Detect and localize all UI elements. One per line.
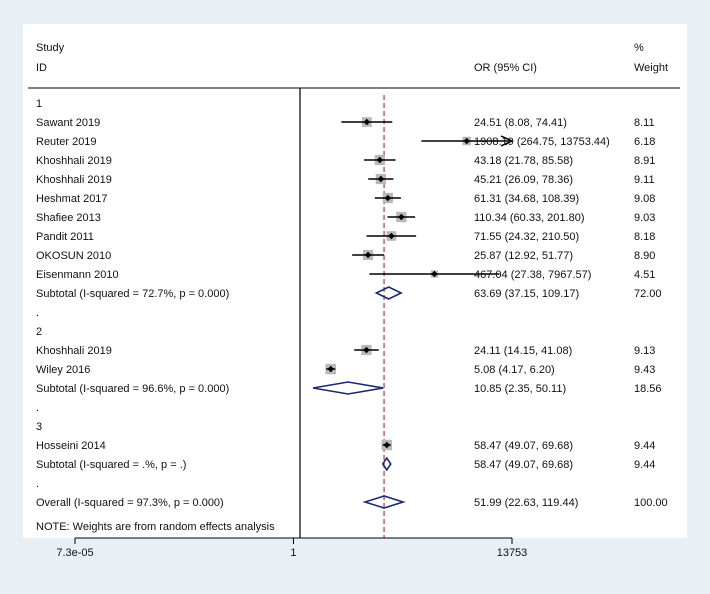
x-axis-ticks: 7.3e-05 1 13753	[56, 538, 527, 559]
study-point-estimate	[383, 441, 390, 449]
study-weight: 9.08	[634, 193, 655, 205]
study-point-estimate	[364, 251, 372, 259]
group-separator: .	[36, 402, 39, 414]
pooled-diamond	[362, 495, 406, 509]
study-weight: 8.91	[634, 155, 655, 167]
study-or-ci: 71.55 (24.32, 210.50)	[474, 231, 579, 243]
x-tick-label: 13753	[497, 547, 528, 559]
header-weight-symbol: %	[634, 42, 644, 54]
study-or-ci: 43.18 (21.78, 85.58)	[474, 155, 573, 167]
plot-panel	[23, 24, 687, 538]
study-weight: 9.13	[634, 345, 655, 357]
study-point-estimate	[398, 213, 405, 221]
study-label: OKOSUN 2010	[36, 250, 111, 262]
group-separator: .	[36, 307, 39, 319]
subtotal-label: Subtotal (I-squared = 96.6%, p = 0.000)	[36, 383, 229, 395]
study-point-estimate	[376, 156, 384, 164]
study-weight: 4.51	[634, 269, 655, 281]
study-or-ci: 467.04 (27.38, 7967.57)	[474, 269, 591, 281]
header-id: ID	[36, 62, 47, 74]
group-label: 1	[36, 98, 42, 110]
study-or-ci: 5.08 (4.17, 6.20)	[474, 364, 555, 376]
study-weight: 6.18	[634, 136, 655, 148]
study-weight: 9.03	[634, 212, 655, 224]
study-label: Heshmat 2017	[36, 193, 108, 205]
group-label: 3	[36, 421, 42, 433]
study-point-estimate	[431, 270, 438, 278]
study-label: Sawant 2019	[36, 117, 100, 129]
study-label: Shafiee 2013	[36, 212, 101, 224]
subtotal-label: Subtotal (I-squared = .%, p = .)	[36, 459, 186, 471]
subtotal-label: Overall (I-squared = 97.3%, p = 0.000)	[36, 497, 224, 509]
study-or-ci: 61.31 (34.68, 108.39)	[474, 193, 579, 205]
study-or-ci: 1908.19 (264.75, 13753.44)	[474, 136, 610, 148]
study-or-ci: 24.51 (8.08, 74.41)	[474, 117, 567, 129]
study-weight: 9.43	[634, 364, 655, 376]
header-effect: OR (95% CI)	[474, 62, 537, 74]
rows: 1 Sawant 2019 24.51 (8.08, 74.41) 8.11 Reute…	[36, 98, 668, 509]
pooled-or-ci: 63.69 (37.15, 109.17)	[474, 288, 579, 300]
header-study: Study	[36, 42, 65, 54]
study-weight: 8.18	[634, 231, 655, 243]
x-tick-label: 7.3e-05	[56, 547, 93, 559]
study-label: Eisenmann 2010	[36, 269, 119, 281]
study-label: Khoshhali 2019	[36, 155, 112, 167]
study-point-estimate	[327, 365, 334, 373]
pooled-weight: 100.00	[634, 497, 668, 509]
pooled-or-ci: 51.99 (22.63, 119.44)	[474, 497, 578, 509]
study-point-estimate	[384, 194, 392, 202]
study-label: Wiley 2016	[36, 364, 90, 376]
pooled-weight: 18.56	[634, 383, 662, 395]
pooled-diamond	[374, 286, 403, 300]
study-or-ci: 25.87 (12.92, 51.77)	[474, 250, 573, 262]
study-or-ci: 110.34 (60.33, 201.80)	[474, 212, 585, 224]
study-point-estimate	[388, 232, 395, 240]
pooled-weight: 72.00	[634, 288, 662, 300]
study-label: Khoshhali 2019	[36, 345, 112, 357]
study-point-estimate	[377, 175, 385, 183]
study-point-estimate	[463, 137, 470, 145]
pooled-or-ci: 10.85 (2.35, 50.11)	[474, 383, 566, 395]
study-point-estimate	[363, 346, 370, 354]
header-weight: Weight	[634, 62, 668, 74]
study-or-ci: 58.47 (49.07, 69.68)	[474, 440, 573, 452]
pooled-or-ci: 58.47 (49.07, 69.68)	[474, 459, 573, 471]
study-label: Reuter 2019	[36, 136, 97, 148]
study-label: Khoshhali 2019	[36, 174, 112, 186]
pooled-weight: 9.44	[634, 459, 655, 471]
subtotal-label: Subtotal (I-squared = 72.7%, p = 0.000)	[36, 288, 229, 300]
study-weight: 9.44	[634, 440, 655, 452]
study-weight: 8.11	[634, 117, 655, 129]
pooled-diamond	[312, 381, 384, 395]
study-label: Hosseini 2014	[36, 440, 106, 452]
pooled-diamond	[381, 456, 392, 472]
group-separator: .	[36, 478, 39, 490]
footnote: NOTE: Weights are from random effects an…	[36, 521, 275, 533]
study-label: Pandit 2011	[36, 231, 94, 243]
study-point-estimate	[363, 118, 371, 126]
study-ci-arrow	[500, 135, 514, 147]
study-weight: 8.90	[634, 250, 655, 262]
study-or-ci: 24.11 (14.15, 41.08)	[474, 345, 572, 357]
group-label: 2	[36, 326, 42, 338]
study-weight: 9.11	[634, 174, 655, 186]
x-tick-label: 1	[290, 547, 296, 559]
study-or-ci: 45.21 (26.09, 78.36)	[474, 174, 573, 186]
